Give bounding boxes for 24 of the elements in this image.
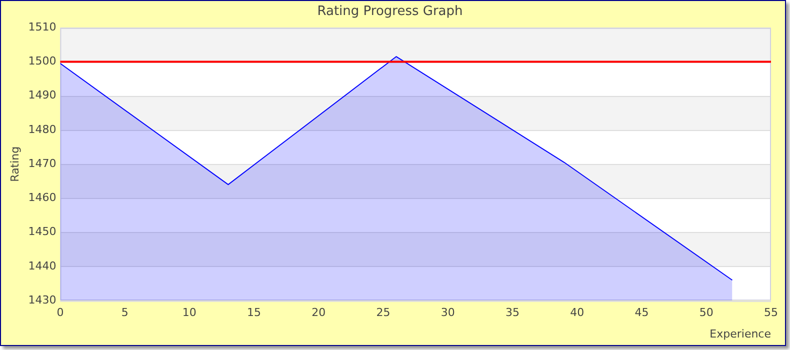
y-axis-title: Rating — [8, 146, 22, 182]
x-tick-label: 0 — [56, 306, 64, 320]
x-tick-label: 45 — [634, 306, 649, 320]
x-tick-label: 20 — [312, 306, 326, 320]
x-tick-label: 25 — [376, 306, 390, 320]
y-tick-label: 1470 — [28, 156, 56, 170]
y-tick-label: 1440 — [28, 259, 56, 272]
y-tick-label: 1430 — [28, 293, 56, 306]
x-tick-label: 50 — [699, 306, 714, 320]
chart-title: Rating Progress Graph — [317, 4, 463, 20]
x-tick-label: 15 — [247, 306, 262, 320]
x-axis-title: Experience — [710, 327, 772, 340]
x-tick-label: 30 — [440, 306, 455, 320]
x-tick-label: 5 — [121, 306, 128, 320]
x-tick-label: 35 — [506, 306, 520, 320]
y-tick-label: 1450 — [28, 225, 56, 238]
x-tick-label: 55 — [764, 306, 778, 320]
y-tick-label: 1500 — [28, 54, 56, 68]
y-tick-label: 1480 — [28, 122, 56, 136]
y-tick-label: 1460 — [28, 191, 56, 204]
x-tick-label: 10 — [182, 306, 196, 320]
x-tick-label: 40 — [570, 306, 584, 320]
y-tick-label: 1510 — [28, 20, 56, 34]
y-tick-label: 1490 — [28, 88, 56, 102]
